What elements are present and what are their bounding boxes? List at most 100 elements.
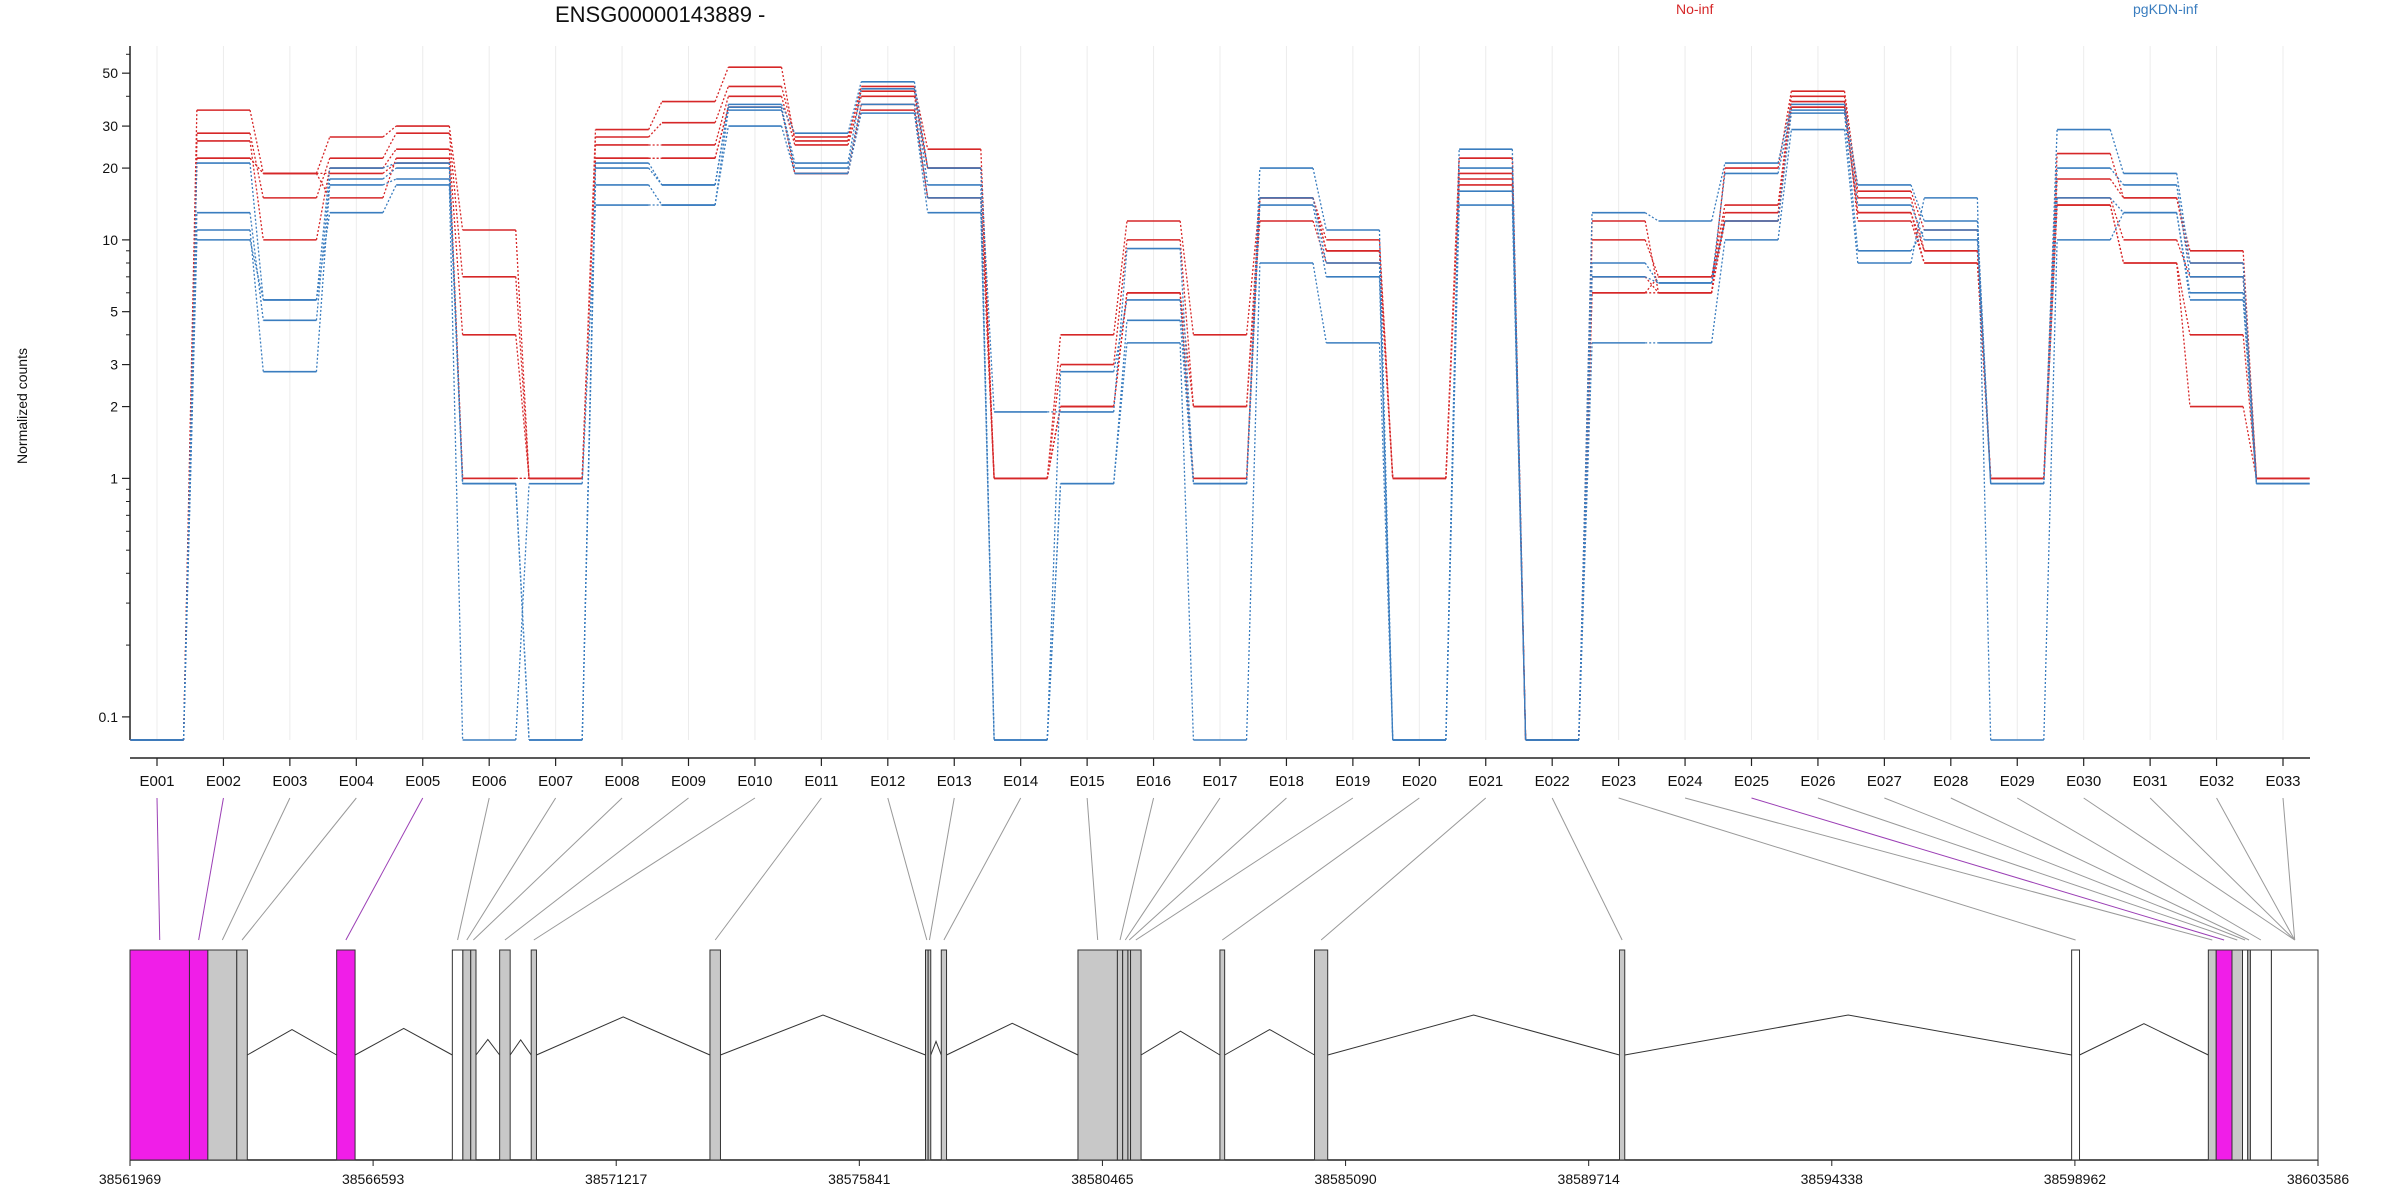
series-connector: [382, 162, 397, 174]
series-connector: [1644, 276, 1659, 294]
series-connector: [2109, 197, 2125, 214]
exon-e024: [2207, 949, 2217, 1161]
series-connector: [1644, 239, 1660, 278]
series-connector: [714, 86, 729, 123]
series-connector: [1312, 167, 1327, 231]
y-axis: 0.1 1 2 3 5 10 20 30 50: [99, 46, 131, 740]
x-tick-label: E005: [405, 773, 440, 790]
series-connector: [2109, 167, 2125, 186]
series-connector: [1312, 220, 1327, 264]
series-connector: [1777, 109, 1792, 174]
series-connector: [581, 184, 597, 741]
exon-e015: [1077, 949, 1118, 1161]
x-tick-label: E012: [870, 773, 905, 790]
coordinate-label: 38580465: [1071, 1171, 1134, 1187]
coordinate-label: 38575841: [828, 1171, 891, 1187]
series-connector: [913, 113, 929, 213]
x-tick-label: E013: [937, 773, 972, 790]
series-connector: [182, 133, 198, 741]
series-connector: [2242, 299, 2258, 484]
series-connector: [648, 167, 663, 186]
series-connector: [1312, 197, 1327, 264]
exon-e002: [188, 949, 209, 1161]
intron-line: [720, 1014, 926, 1056]
series-connector: [913, 96, 929, 169]
y-tick-label: 20: [102, 160, 118, 176]
series-connector: [2242, 262, 2258, 484]
x-tick-label: E028: [1933, 773, 1968, 790]
series-connector: [515, 229, 530, 479]
series-connector: [1046, 371, 1062, 741]
series-connector: [1644, 262, 1660, 284]
exon-connector: [943, 797, 1022, 941]
exon-connector: [241, 797, 357, 941]
exon-e017: [1122, 949, 1129, 1161]
exon-connector: [1119, 797, 1155, 941]
exon-connector: [198, 797, 224, 941]
series-connector: [1179, 342, 1195, 741]
series-connector: [448, 184, 464, 741]
intron-line: [1624, 1014, 2072, 1056]
exon-e013: [927, 949, 932, 1161]
series-lines: [130, 66, 2310, 741]
series-connector: [1910, 190, 1925, 231]
series-connector: [2109, 204, 2125, 264]
series-connector: [1378, 250, 1394, 479]
series-connector: [448, 126, 464, 231]
y-tick-label: 3: [110, 357, 118, 373]
exon-connector: [345, 797, 424, 941]
intron-line: [1224, 1028, 1315, 1056]
series-connector: [1777, 113, 1793, 222]
series-connector: [1046, 364, 1062, 479]
series-connector: [1910, 184, 1925, 222]
series-connector: [1312, 204, 1327, 277]
x-tick-label: E033: [2265, 773, 2300, 790]
series-connector: [1511, 205, 1527, 741]
series-connector: [1245, 197, 1261, 407]
series-connector: [780, 86, 796, 138]
x-tick-label: E008: [605, 773, 640, 790]
exon-e023: [2071, 949, 2081, 1161]
x-tick-label: E027: [1867, 773, 1902, 790]
exon-e011: [709, 949, 721, 1161]
grid-lines: [156, 46, 2284, 740]
y-tick-label: 50: [102, 65, 118, 81]
series-connector: [2043, 168, 2058, 484]
y-tick-label: 5: [110, 304, 118, 320]
coordinate-label: 38594338: [1801, 1171, 1864, 1187]
series-connector: [1113, 320, 1128, 484]
series-connector: [2109, 197, 2125, 241]
exon-connector: [1551, 797, 1623, 941]
exon-e001: [129, 949, 190, 1161]
exon-connector: [887, 797, 928, 941]
exon-e030: [2270, 949, 2319, 1161]
exon-e003: [207, 949, 238, 1161]
series-connector: [1113, 248, 1128, 412]
series-connector: [2043, 129, 2058, 484]
series-connector: [249, 157, 264, 174]
exon-connector: [156, 797, 161, 941]
series-connector: [913, 86, 929, 150]
series-connector: [780, 67, 796, 142]
exon-connector: [1086, 797, 1099, 941]
series-connector: [648, 184, 663, 206]
series-connector: [2176, 173, 2191, 264]
series-connector: [315, 168, 331, 301]
series-connector: [1843, 96, 1859, 198]
exon-connector: [466, 797, 557, 941]
x-tick-label: E020: [1402, 773, 1437, 790]
x-tick-label: E001: [139, 773, 174, 790]
exon-e014: [940, 949, 948, 1161]
x-tick-label: E015: [1070, 773, 1105, 790]
series-connector: [2176, 262, 2191, 407]
series-connector: [1378, 342, 1394, 741]
series-connector: [1245, 220, 1261, 407]
series-connector: [448, 178, 464, 484]
coordinate-label: 38571217: [585, 1171, 648, 1187]
coordinate-label: 38589714: [1558, 1171, 1621, 1187]
series-connector: [780, 96, 796, 146]
series-connector: [1910, 212, 1925, 252]
series-connector: [2176, 197, 2191, 264]
series-connector: [1777, 101, 1793, 213]
